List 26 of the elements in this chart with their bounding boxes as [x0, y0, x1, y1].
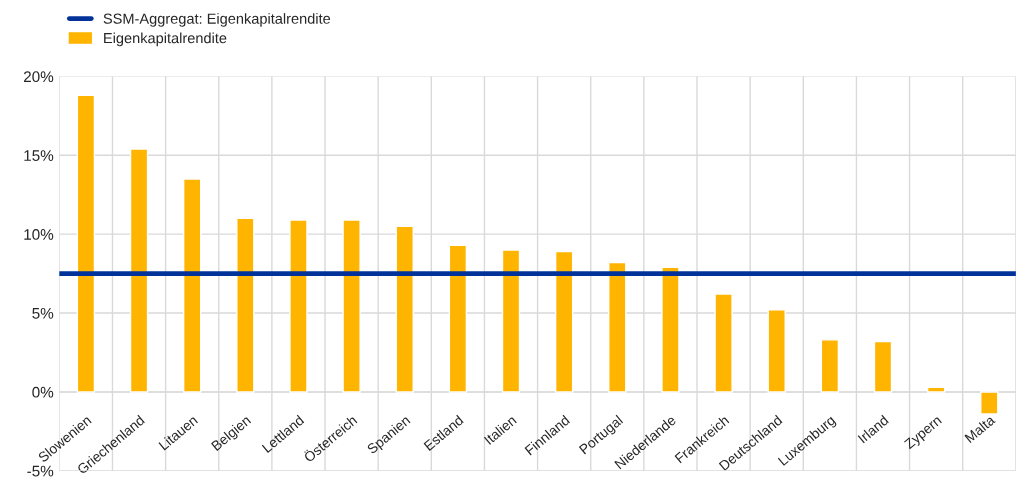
bar: [501, 249, 521, 393]
y-tick-label: 20%: [23, 71, 54, 83]
bar: [342, 219, 361, 393]
bar: [76, 94, 96, 393]
bar: [873, 340, 893, 393]
bar: [608, 261, 627, 393]
legend-label: SSM-Aggregat: Eigenkapitalrendite: [103, 13, 331, 27]
bar: [236, 217, 255, 393]
bar: [182, 178, 202, 393]
bar: [448, 244, 468, 393]
y-tick-label: 10%: [24, 229, 54, 240]
bar: [554, 250, 574, 393]
legend-label: Eigenkapitalrendite: [104, 32, 227, 47]
bar: [129, 148, 149, 393]
bar: [289, 219, 308, 393]
bar: [980, 391, 999, 415]
bar: [661, 266, 680, 393]
y-tick-label: 5%: [32, 307, 54, 319]
bar: [767, 309, 786, 393]
y-tick-label: 0%: [32, 386, 54, 398]
y-tick-label: -5%: [27, 465, 54, 477]
bar: [926, 386, 946, 393]
y-tick-label: 15%: [24, 150, 54, 161]
bar: [714, 293, 733, 393]
bar: [820, 339, 840, 393]
bar: [395, 225, 414, 393]
